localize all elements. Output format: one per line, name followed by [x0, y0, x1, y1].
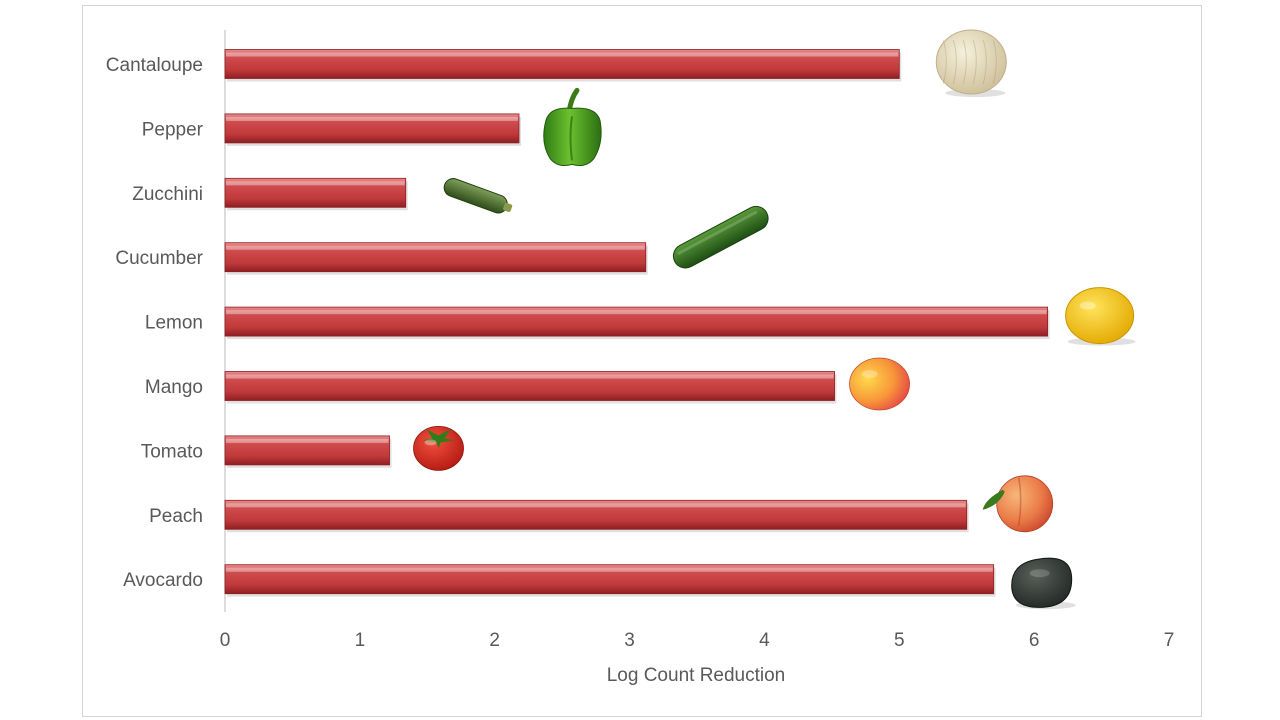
- bar: [224, 177, 408, 211]
- bar-cucumber: [224, 242, 647, 273]
- category-label-zucchini: Zucchini: [132, 184, 203, 205]
- bar-lemon: [224, 306, 1049, 337]
- bar: [224, 499, 969, 533]
- bar-highlight: [226, 310, 1047, 315]
- x-tick-label: 6: [1029, 630, 1040, 651]
- bar-tomato: [224, 435, 390, 466]
- category-label-lemon: Lemon: [145, 313, 203, 334]
- category-label-peach: Peach: [149, 506, 203, 527]
- x-axis-title: Log Count Reduction: [607, 665, 786, 686]
- bar-highlight: [226, 116, 518, 121]
- cantaloupe-icon: [935, 29, 1007, 97]
- bar-highlight: [226, 567, 993, 572]
- bar-highlight: [226, 245, 645, 250]
- x-tick-label: 1: [355, 630, 366, 651]
- category-label-tomato: Tomato: [141, 441, 203, 462]
- mango-icon: [849, 357, 910, 411]
- category-label-mango: Mango: [145, 377, 203, 398]
- category-label-cantaloupe: Cantaloupe: [106, 55, 203, 76]
- x-tick-label: 0: [220, 630, 231, 651]
- bar-highlight: [226, 438, 389, 443]
- green-pepper-icon: [543, 87, 602, 167]
- category-label-avocardo: Avocardo: [123, 570, 203, 591]
- x-tick-label: 3: [624, 630, 635, 651]
- bar-zucchini: [224, 177, 407, 208]
- category-label-cucumber: Cucumber: [115, 248, 203, 269]
- bar: [224, 564, 996, 597]
- bar: [224, 49, 902, 82]
- bar: [224, 435, 392, 468]
- bar: [224, 371, 837, 404]
- x-tick-label: 5: [894, 630, 905, 651]
- bar-highlight: [226, 374, 834, 379]
- avocado-icon: [1011, 557, 1076, 610]
- x-tick-labels: 0 1 2 3 4 5 6 7: [220, 630, 1175, 651]
- bar: [224, 242, 648, 275]
- bar-mango: [224, 371, 835, 401]
- x-tick-label: 2: [489, 630, 500, 651]
- bar-highlight: [226, 503, 966, 508]
- bar-cantaloupe: [224, 49, 900, 79]
- fruit-icons: [413, 29, 1136, 610]
- x-tick-label: 7: [1164, 630, 1175, 651]
- bar-highlight: [226, 52, 899, 57]
- bar-highlight: [226, 181, 405, 186]
- cucumber-icon: [672, 205, 769, 269]
- zucchini-icon: [443, 178, 513, 214]
- lemon-icon: [1065, 287, 1136, 346]
- bar: [224, 306, 1050, 340]
- bar-avocardo: [224, 564, 995, 595]
- category-label-pepper: Pepper: [142, 119, 204, 140]
- category-labels: Cantaloupe Pepper Zucchini Cucumber Lemon Man…: [106, 55, 204, 591]
- bar-peach: [224, 499, 968, 530]
- tomato-icon: [413, 425, 464, 471]
- bar-pepper: [224, 113, 520, 144]
- x-tick-label: 4: [759, 630, 770, 651]
- bars: [224, 49, 1050, 597]
- bar: [224, 113, 521, 146]
- peach-icon: [982, 475, 1054, 533]
